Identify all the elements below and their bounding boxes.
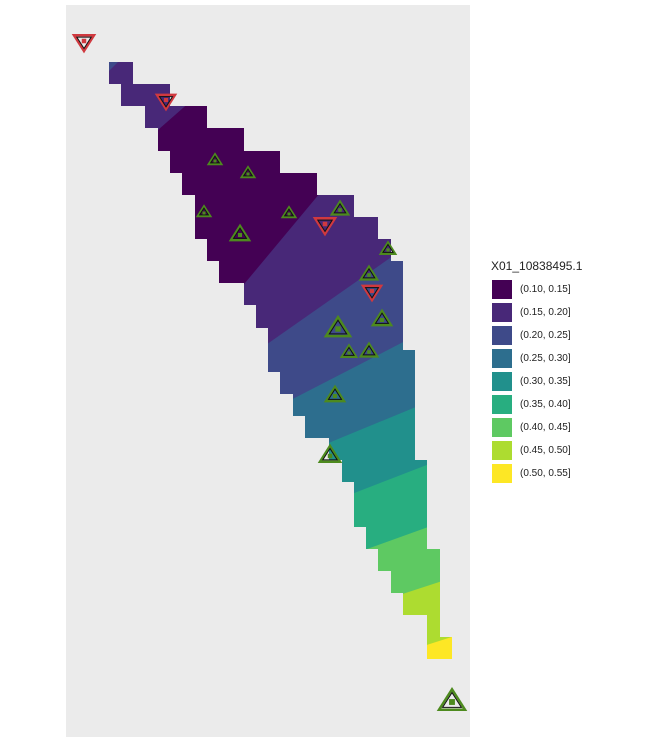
legend-label: (0.50, 0.55]: [520, 468, 571, 479]
triangle-down-marker: [154, 93, 178, 112]
legend-label: (0.35, 0.40]: [520, 399, 571, 410]
legend: X01_10838495.1 (0.10, 0.15] (0.15, 0.20] (…: [491, 259, 582, 485]
legend-title: X01_10838495.1: [491, 259, 583, 273]
triangle-up-marker: [239, 165, 257, 179]
triangle-up-marker: [358, 264, 380, 281]
legend-label: (0.15, 0.20]: [520, 307, 571, 318]
legend-label: (0.30, 0.35]: [520, 376, 571, 387]
legend-label: (0.45, 0.50]: [520, 445, 571, 456]
legend-key: [491, 302, 513, 323]
legend-key: [491, 348, 513, 369]
legend-item: (0.45, 0.50]: [491, 439, 582, 462]
triangle-up-marker: [378, 240, 398, 255]
legend-item: (0.40, 0.45]: [491, 416, 582, 439]
triangle-up-marker: [329, 199, 351, 216]
legend-item: (0.20, 0.25]: [491, 324, 582, 347]
triangle-up-marker: [358, 341, 380, 358]
triangle-down-marker: [360, 284, 384, 303]
triangle-up-marker: [339, 343, 359, 358]
legend-label: (0.40, 0.45]: [520, 422, 571, 433]
legend-key: [491, 325, 513, 346]
triangle-up-marker: [436, 686, 468, 712]
legend-key: [491, 417, 513, 438]
triangle-up-marker: [280, 205, 298, 219]
legend-label: (0.25, 0.30]: [520, 353, 571, 364]
triangle-up-marker: [195, 204, 213, 218]
legend-key: [491, 394, 513, 415]
sample-markers: [71, 34, 468, 712]
triangle-up-marker: [206, 152, 224, 166]
legend-key: [491, 463, 513, 484]
legend-label: (0.10, 0.15]: [520, 284, 571, 295]
triangle-up-marker: [228, 223, 252, 242]
legend-item: (0.25, 0.30]: [491, 347, 582, 370]
legend-item: (0.15, 0.20]: [491, 301, 582, 324]
triangle-down-marker: [71, 34, 97, 54]
triangle-up-marker: [317, 443, 343, 463]
legend-item: (0.30, 0.35]: [491, 370, 582, 393]
legend-key: [491, 371, 513, 392]
legend-key: [491, 440, 513, 461]
legend-item: (0.35, 0.40]: [491, 393, 582, 416]
triangle-up-marker: [323, 384, 347, 403]
triangle-down-marker: [312, 217, 338, 237]
triangle-up-marker: [370, 308, 394, 327]
triangle-up-marker: [323, 314, 353, 338]
legend-item: (0.50, 0.55]: [491, 462, 582, 485]
legend-item: (0.10, 0.15]: [491, 278, 582, 301]
legend-label: (0.20, 0.25]: [520, 330, 571, 341]
legend-key: [491, 279, 513, 300]
